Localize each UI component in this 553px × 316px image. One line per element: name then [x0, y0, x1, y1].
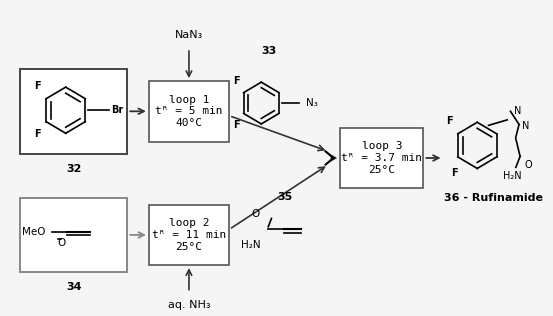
Text: 34: 34 — [66, 282, 81, 292]
FancyBboxPatch shape — [20, 198, 127, 272]
Text: 33: 33 — [262, 46, 277, 56]
Text: H₂N: H₂N — [241, 240, 260, 250]
Text: Br: Br — [112, 105, 124, 115]
Text: F: F — [446, 116, 453, 126]
FancyBboxPatch shape — [340, 128, 424, 188]
Text: 32: 32 — [66, 164, 81, 174]
Text: H₂N: H₂N — [503, 171, 521, 180]
Text: O: O — [252, 209, 260, 219]
Text: F: F — [34, 129, 41, 139]
Text: F: F — [233, 76, 239, 86]
FancyBboxPatch shape — [149, 81, 229, 142]
Text: O: O — [524, 160, 532, 170]
Text: O: O — [58, 238, 66, 248]
Text: F: F — [451, 168, 458, 178]
FancyBboxPatch shape — [149, 205, 229, 265]
Text: N: N — [514, 106, 521, 116]
Text: loop 2
tᴿ = 11 min
25°C: loop 2 tᴿ = 11 min 25°C — [152, 218, 226, 252]
Text: MeO: MeO — [22, 227, 45, 237]
Text: loop 1
tᴿ = 5 min
40°C: loop 1 tᴿ = 5 min 40°C — [155, 95, 223, 128]
Text: 36 - Rufinamide: 36 - Rufinamide — [444, 193, 543, 203]
Text: N₃: N₃ — [306, 98, 317, 108]
Text: loop 3
tᴿ = 3.7 min
25°C: loop 3 tᴿ = 3.7 min 25°C — [341, 141, 422, 175]
Text: F: F — [34, 81, 41, 91]
Text: F: F — [233, 120, 239, 130]
Text: 35: 35 — [278, 192, 293, 202]
Text: aq. NH₃: aq. NH₃ — [168, 300, 210, 310]
Text: N: N — [522, 121, 529, 131]
FancyBboxPatch shape — [20, 69, 127, 154]
Text: NaN₃: NaN₃ — [175, 30, 203, 40]
